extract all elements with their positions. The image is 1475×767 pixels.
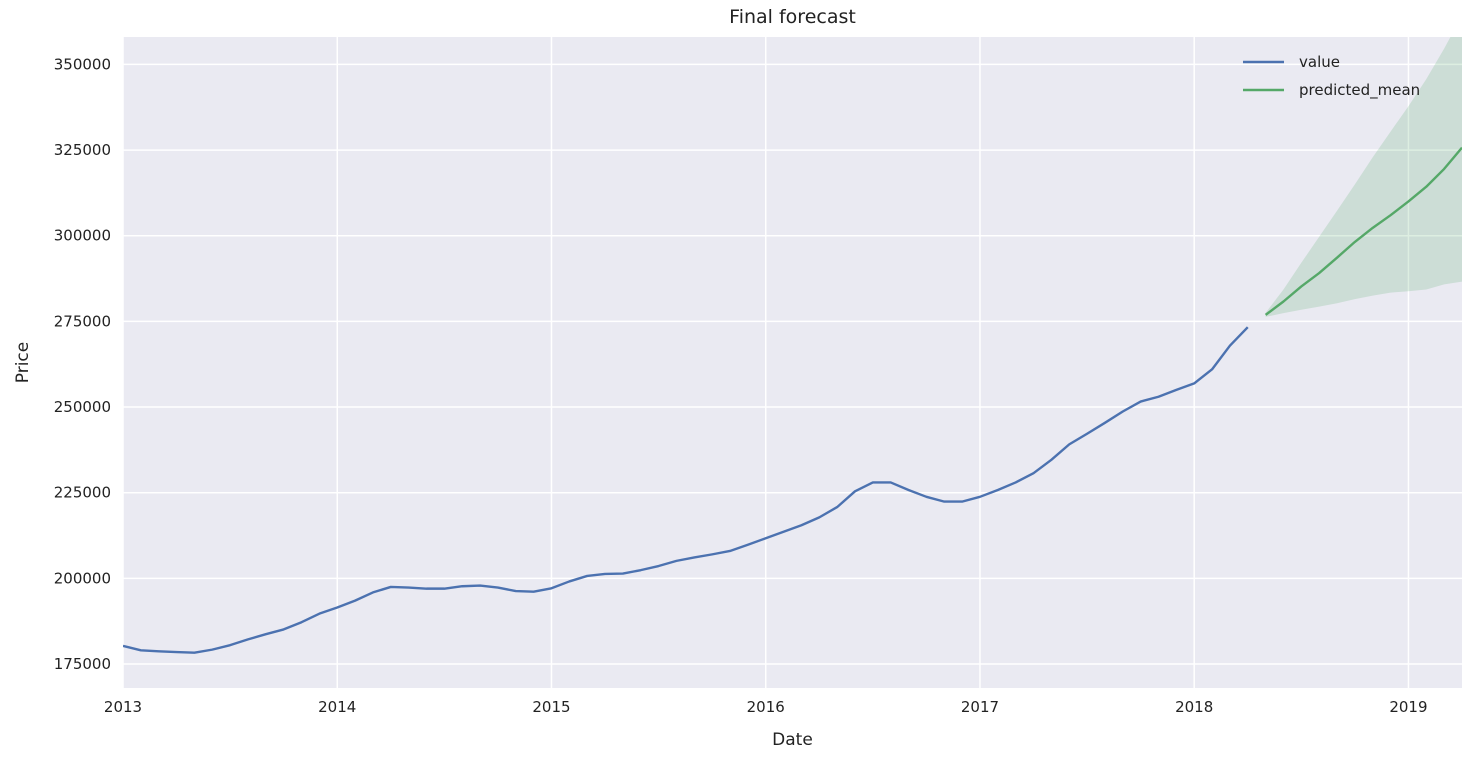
y-tick-label: 350000 bbox=[54, 55, 111, 73]
y-tick-label: 250000 bbox=[54, 398, 111, 416]
y-axis-title: Price bbox=[13, 342, 33, 383]
x-tick-label: 2015 bbox=[532, 698, 570, 716]
y-tick-label: 300000 bbox=[54, 227, 111, 245]
x-tick-label: 2017 bbox=[961, 698, 999, 716]
y-tick-label: 275000 bbox=[54, 312, 111, 330]
x-axis-title: Date bbox=[772, 730, 813, 750]
y-tick-label: 175000 bbox=[54, 655, 111, 673]
chart-title: Final forecast bbox=[729, 6, 856, 28]
legend-label-predicted_mean: predicted_mean bbox=[1299, 81, 1420, 100]
y-tick-label: 225000 bbox=[54, 484, 111, 502]
x-tick-label: 2019 bbox=[1389, 698, 1427, 716]
x-tick-label: 2013 bbox=[104, 698, 142, 716]
x-tick-label: 2014 bbox=[318, 698, 356, 716]
x-tick-label: 2016 bbox=[747, 698, 785, 716]
legend-label-value: value bbox=[1299, 53, 1340, 71]
y-tick-label: 325000 bbox=[54, 141, 111, 159]
plot-background bbox=[123, 37, 1462, 688]
x-tick-label: 2018 bbox=[1175, 698, 1213, 716]
y-tick-label: 200000 bbox=[54, 569, 111, 587]
